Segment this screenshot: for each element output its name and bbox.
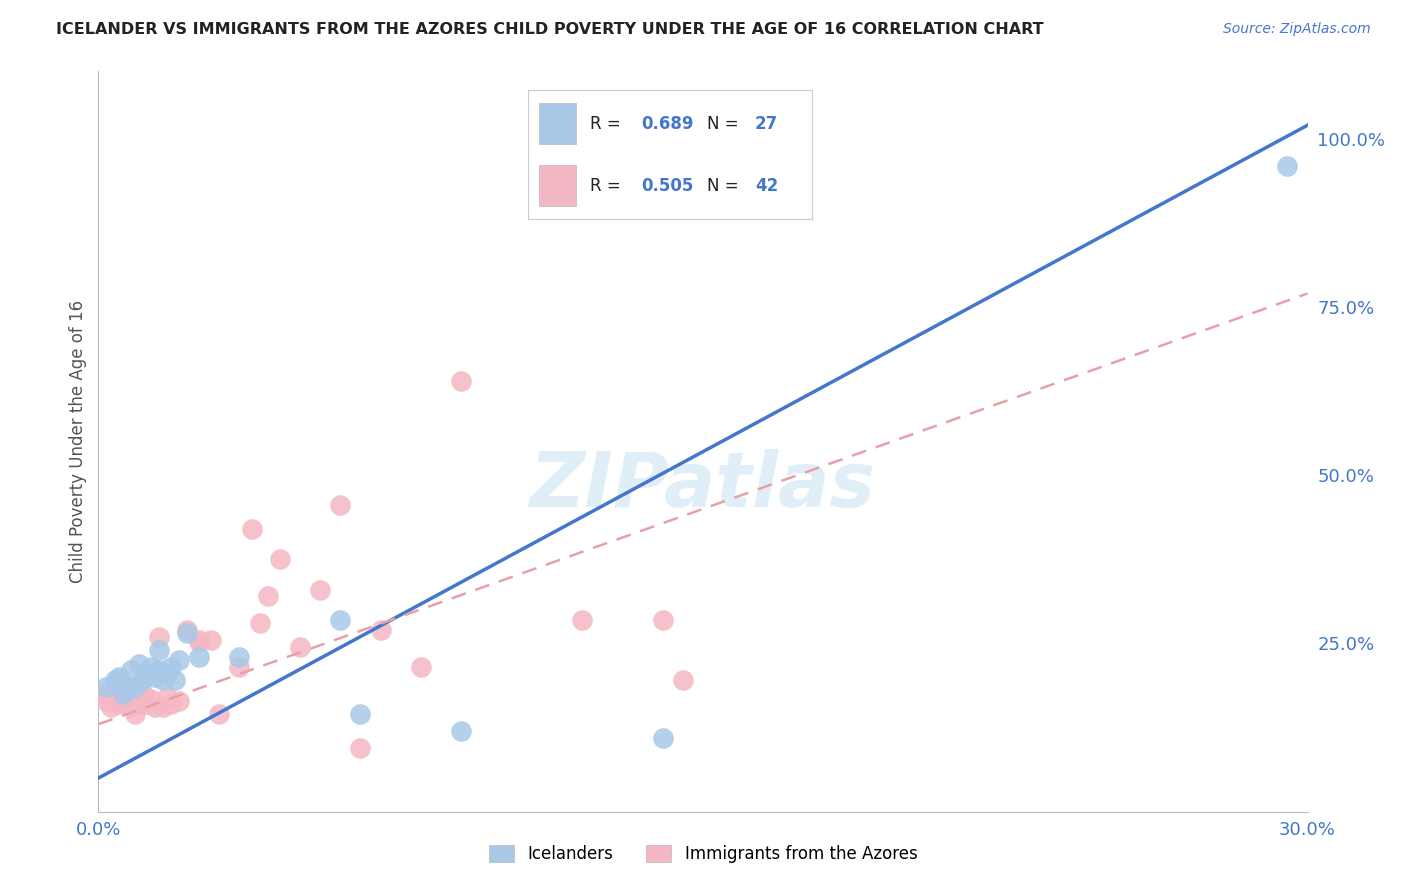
Point bbox=[309, 582, 332, 597]
Point bbox=[132, 687, 155, 701]
Point bbox=[156, 690, 179, 705]
Point bbox=[349, 707, 371, 722]
Point bbox=[329, 499, 352, 513]
Point bbox=[115, 680, 138, 694]
Point bbox=[128, 690, 150, 705]
Point bbox=[288, 640, 311, 654]
Point bbox=[124, 680, 146, 694]
Point bbox=[176, 626, 198, 640]
Point bbox=[111, 690, 134, 705]
Point bbox=[228, 649, 250, 664]
Point bbox=[152, 673, 174, 688]
Point bbox=[148, 664, 170, 678]
Point bbox=[111, 694, 134, 708]
Point bbox=[651, 731, 673, 745]
Point bbox=[163, 673, 186, 688]
Point bbox=[370, 623, 392, 637]
Point bbox=[96, 680, 118, 694]
Point bbox=[1277, 159, 1299, 173]
Point bbox=[450, 374, 472, 388]
Point bbox=[135, 666, 157, 681]
Point bbox=[111, 687, 134, 701]
Point bbox=[228, 660, 250, 674]
Point bbox=[188, 649, 211, 664]
Point bbox=[91, 687, 114, 701]
Point bbox=[188, 635, 211, 649]
Point bbox=[143, 700, 166, 714]
Point bbox=[571, 613, 593, 627]
Point bbox=[200, 633, 222, 648]
Point bbox=[107, 697, 129, 711]
Point bbox=[167, 694, 190, 708]
Point bbox=[329, 613, 352, 627]
Point bbox=[160, 660, 183, 674]
Point bbox=[128, 657, 150, 671]
Point bbox=[135, 697, 157, 711]
Point bbox=[651, 613, 673, 627]
Point bbox=[100, 700, 122, 714]
Point bbox=[256, 590, 278, 604]
Point bbox=[107, 677, 129, 691]
Point bbox=[143, 670, 166, 684]
Point bbox=[103, 690, 125, 705]
Point bbox=[450, 723, 472, 738]
Text: ICELANDER VS IMMIGRANTS FROM THE AZORES CHILD POVERTY UNDER THE AGE OF 16 CORREL: ICELANDER VS IMMIGRANTS FROM THE AZORES … bbox=[56, 22, 1043, 37]
Point bbox=[148, 630, 170, 644]
Y-axis label: Child Poverty Under the Age of 16: Child Poverty Under the Age of 16 bbox=[69, 300, 87, 583]
Point bbox=[120, 700, 142, 714]
Point bbox=[120, 664, 142, 678]
Text: Source: ZipAtlas.com: Source: ZipAtlas.com bbox=[1223, 22, 1371, 37]
Point bbox=[188, 633, 211, 648]
Point bbox=[176, 623, 198, 637]
Point bbox=[139, 660, 162, 674]
Point bbox=[160, 697, 183, 711]
Point bbox=[128, 697, 150, 711]
Point bbox=[115, 683, 138, 698]
Point bbox=[107, 670, 129, 684]
Point bbox=[148, 643, 170, 657]
Point bbox=[249, 616, 271, 631]
Point bbox=[672, 673, 695, 688]
Point bbox=[132, 673, 155, 688]
Point bbox=[269, 552, 291, 566]
Point bbox=[240, 522, 263, 536]
Point bbox=[409, 660, 432, 674]
Point bbox=[167, 653, 190, 667]
Point bbox=[96, 694, 118, 708]
Point bbox=[156, 666, 179, 681]
Point bbox=[124, 707, 146, 722]
Legend: Icelanders, Immigrants from the Azores: Icelanders, Immigrants from the Azores bbox=[482, 838, 924, 870]
Point bbox=[152, 700, 174, 714]
Point bbox=[349, 740, 371, 755]
Point bbox=[139, 691, 162, 706]
Text: ZIPatlas: ZIPatlas bbox=[530, 449, 876, 523]
Point bbox=[208, 707, 231, 722]
Point bbox=[103, 673, 125, 688]
